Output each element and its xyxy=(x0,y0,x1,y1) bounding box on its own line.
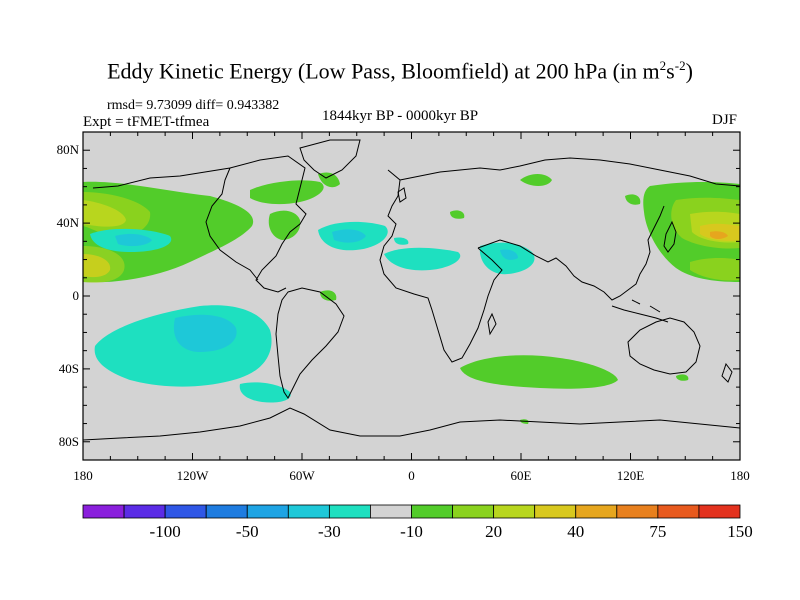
colorbar-swatch xyxy=(328,504,371,519)
colorbar-label: -100 xyxy=(150,522,181,541)
anomaly-atlantic-negative-small xyxy=(394,237,409,245)
lon-tick-label: 60W xyxy=(289,468,315,483)
coast-japan xyxy=(663,220,677,253)
experiment-label: Expt = tFMET-tfmea xyxy=(83,114,210,130)
colorbar-swatch xyxy=(657,504,700,519)
anomaly-subtropic-west-inner xyxy=(83,246,125,283)
latitude-axis: 80N 40N 0 40S 80S xyxy=(57,131,740,461)
colorbar-swatch xyxy=(82,504,125,519)
map-background xyxy=(83,132,740,460)
colorbar-swatch xyxy=(493,504,536,519)
lat-tick-label: 80S xyxy=(59,434,79,449)
anomaly-south-atlantic-green xyxy=(320,290,337,301)
lon-tick-label: 0 xyxy=(408,468,415,483)
anomaly-central-pacific-negative-core xyxy=(115,233,152,247)
map-field xyxy=(83,132,740,460)
colorbar-swatch xyxy=(575,504,618,519)
colorbar-swatch xyxy=(164,504,207,519)
lon-tick-label: 120E xyxy=(617,468,645,483)
coastlines xyxy=(83,139,740,441)
colorbar-swatch xyxy=(616,504,659,519)
anomaly-north-asia-green xyxy=(625,194,641,205)
coast-australia xyxy=(627,317,701,375)
colorbar-swatch xyxy=(452,504,495,519)
lat-tick-label: 80N xyxy=(57,142,80,157)
anomaly-japan-subtropic xyxy=(690,258,740,281)
coast-south-america xyxy=(275,287,345,399)
colorbar-swatch xyxy=(287,504,330,519)
anomaly-indonesia-green xyxy=(676,374,689,381)
lon-tick-label: 120W xyxy=(177,468,210,483)
colorbar-swatch xyxy=(246,504,289,519)
colorbar-label: 75 xyxy=(649,522,666,541)
anomaly-arabia-negative-core xyxy=(500,249,518,260)
colorbar: -100 -50 -30 -10 20 40 75 150 xyxy=(82,504,753,541)
longitude-axis: 180 120W 60W 0 60E 120E 180 xyxy=(73,132,750,483)
colorbar-swatch xyxy=(205,504,248,519)
anomaly-south-pacific-negative-core xyxy=(173,314,237,352)
coast-europe-africa xyxy=(379,157,740,363)
colorbar-label: 20 xyxy=(485,522,502,541)
coast-north-america xyxy=(92,155,307,293)
colorbar-label: 150 xyxy=(727,522,753,541)
coast-new-zealand xyxy=(721,362,733,383)
colorbar-label: 40 xyxy=(567,522,584,541)
lat-tick-label: 40S xyxy=(59,361,79,376)
coast-asia-south xyxy=(477,205,665,301)
anomaly-subtropic-atlantic-negative xyxy=(384,247,461,271)
anomaly-siberia-green xyxy=(520,174,552,186)
anomaly-south-indian-green xyxy=(460,355,618,389)
season-label: DJF xyxy=(712,112,738,128)
lat-tick-label: 40N xyxy=(57,215,80,230)
anomaly-north-pacific-east-peak xyxy=(710,231,728,239)
anomaly-caspian-green xyxy=(450,210,465,219)
colorbar-swatch xyxy=(411,504,453,519)
lon-tick-label: 180 xyxy=(730,468,750,483)
anomaly-south-america-negative xyxy=(239,382,291,403)
coast-indonesia xyxy=(611,299,669,323)
colorbar-label: -10 xyxy=(400,522,423,541)
coast-uk xyxy=(397,187,407,203)
anomaly-eastern-us-green xyxy=(268,210,301,240)
colorbar-swatch xyxy=(370,504,412,519)
anomaly-atlantic-negative-core xyxy=(332,229,366,243)
rmsd-stats: rmsd= 9.73099 diff= 0.943382 xyxy=(107,98,280,113)
colorbar-swatch xyxy=(534,504,577,519)
coast-antarctica xyxy=(83,407,740,441)
colorbar-swatch xyxy=(123,504,166,519)
colorbar-label: -30 xyxy=(318,522,341,541)
anomaly-north-america-green xyxy=(250,180,324,205)
colorbar-label: -50 xyxy=(236,522,259,541)
period-label: 1844kyr BP - 0000kyr BP xyxy=(322,108,479,124)
colorbar-swatch xyxy=(698,504,741,519)
lon-tick-label: 180 xyxy=(73,468,93,483)
lon-tick-label: 60E xyxy=(511,468,532,483)
coast-greenland xyxy=(299,139,361,179)
coast-madagascar xyxy=(487,312,497,336)
lat-tick-label: 0 xyxy=(73,288,80,303)
anomaly-north-pacific-west-core xyxy=(83,200,126,227)
chart-title: Eddy Kinetic Energy (Low Pass, Bloomfiel… xyxy=(107,58,693,84)
